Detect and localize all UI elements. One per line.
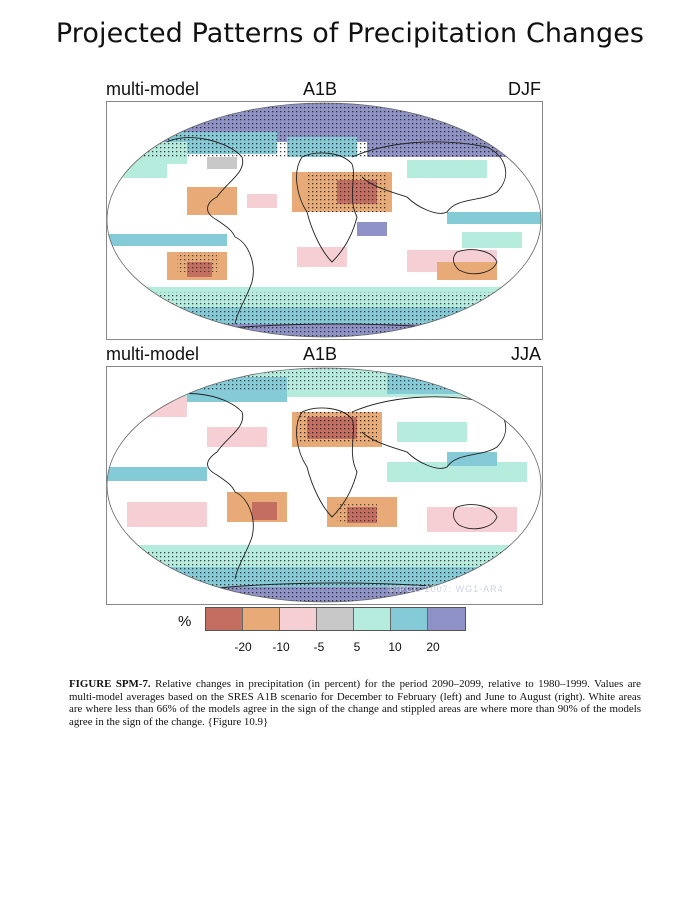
model-label: multi-model [106, 344, 200, 364]
legend-tick: 20 [426, 640, 440, 654]
copyright-watermark: ©IPCC 2007: WG1-AR4 [388, 584, 504, 594]
legend-tick: -5 [313, 640, 325, 654]
map-panel-jja: multi-model A1B JJA [106, 344, 543, 605]
season-label: JJA [510, 344, 541, 364]
precip-map-djf [106, 101, 543, 340]
legend-tick: -20 [234, 640, 252, 654]
figure-title: Projected Patterns of Precipitation Chan… [55, 18, 645, 49]
legend-swatch [428, 608, 465, 630]
model-label: multi-model [106, 79, 200, 99]
world-map-jja [107, 367, 542, 603]
caption-text: Relative changes in precipitation (in pe… [69, 678, 641, 728]
legend-swatch [391, 608, 428, 630]
legend-tick: -10 [272, 640, 290, 654]
scenario-label: A1B [303, 344, 338, 364]
scenario-label: A1B [303, 79, 338, 99]
precip-map-jja [106, 366, 543, 605]
panel-header-djf: multi-model A1B DJF [106, 79, 541, 101]
map-panel-djf: multi-model A1B DJF [106, 79, 543, 340]
caption-label: FIGURE SPM-7. [69, 678, 151, 690]
world-map-djf [107, 102, 542, 338]
legend-colorbar [205, 607, 466, 631]
legend-tick: 5 [353, 640, 361, 654]
legend-swatch [280, 608, 317, 630]
legend-swatch [317, 608, 354, 630]
legend-swatch [243, 608, 280, 630]
season-label: DJF [508, 79, 541, 99]
color-legend: % -20 -10 -5 5 10 20 [178, 606, 478, 656]
figure-caption: FIGURE SPM-7. Relative changes in precip… [69, 678, 641, 728]
legend-tick: 10 [388, 640, 402, 654]
legend-swatch [354, 608, 391, 630]
legend-swatch [206, 608, 243, 630]
panel-header-jja: multi-model A1B JJA [106, 344, 541, 366]
legend-unit: % [178, 613, 192, 630]
